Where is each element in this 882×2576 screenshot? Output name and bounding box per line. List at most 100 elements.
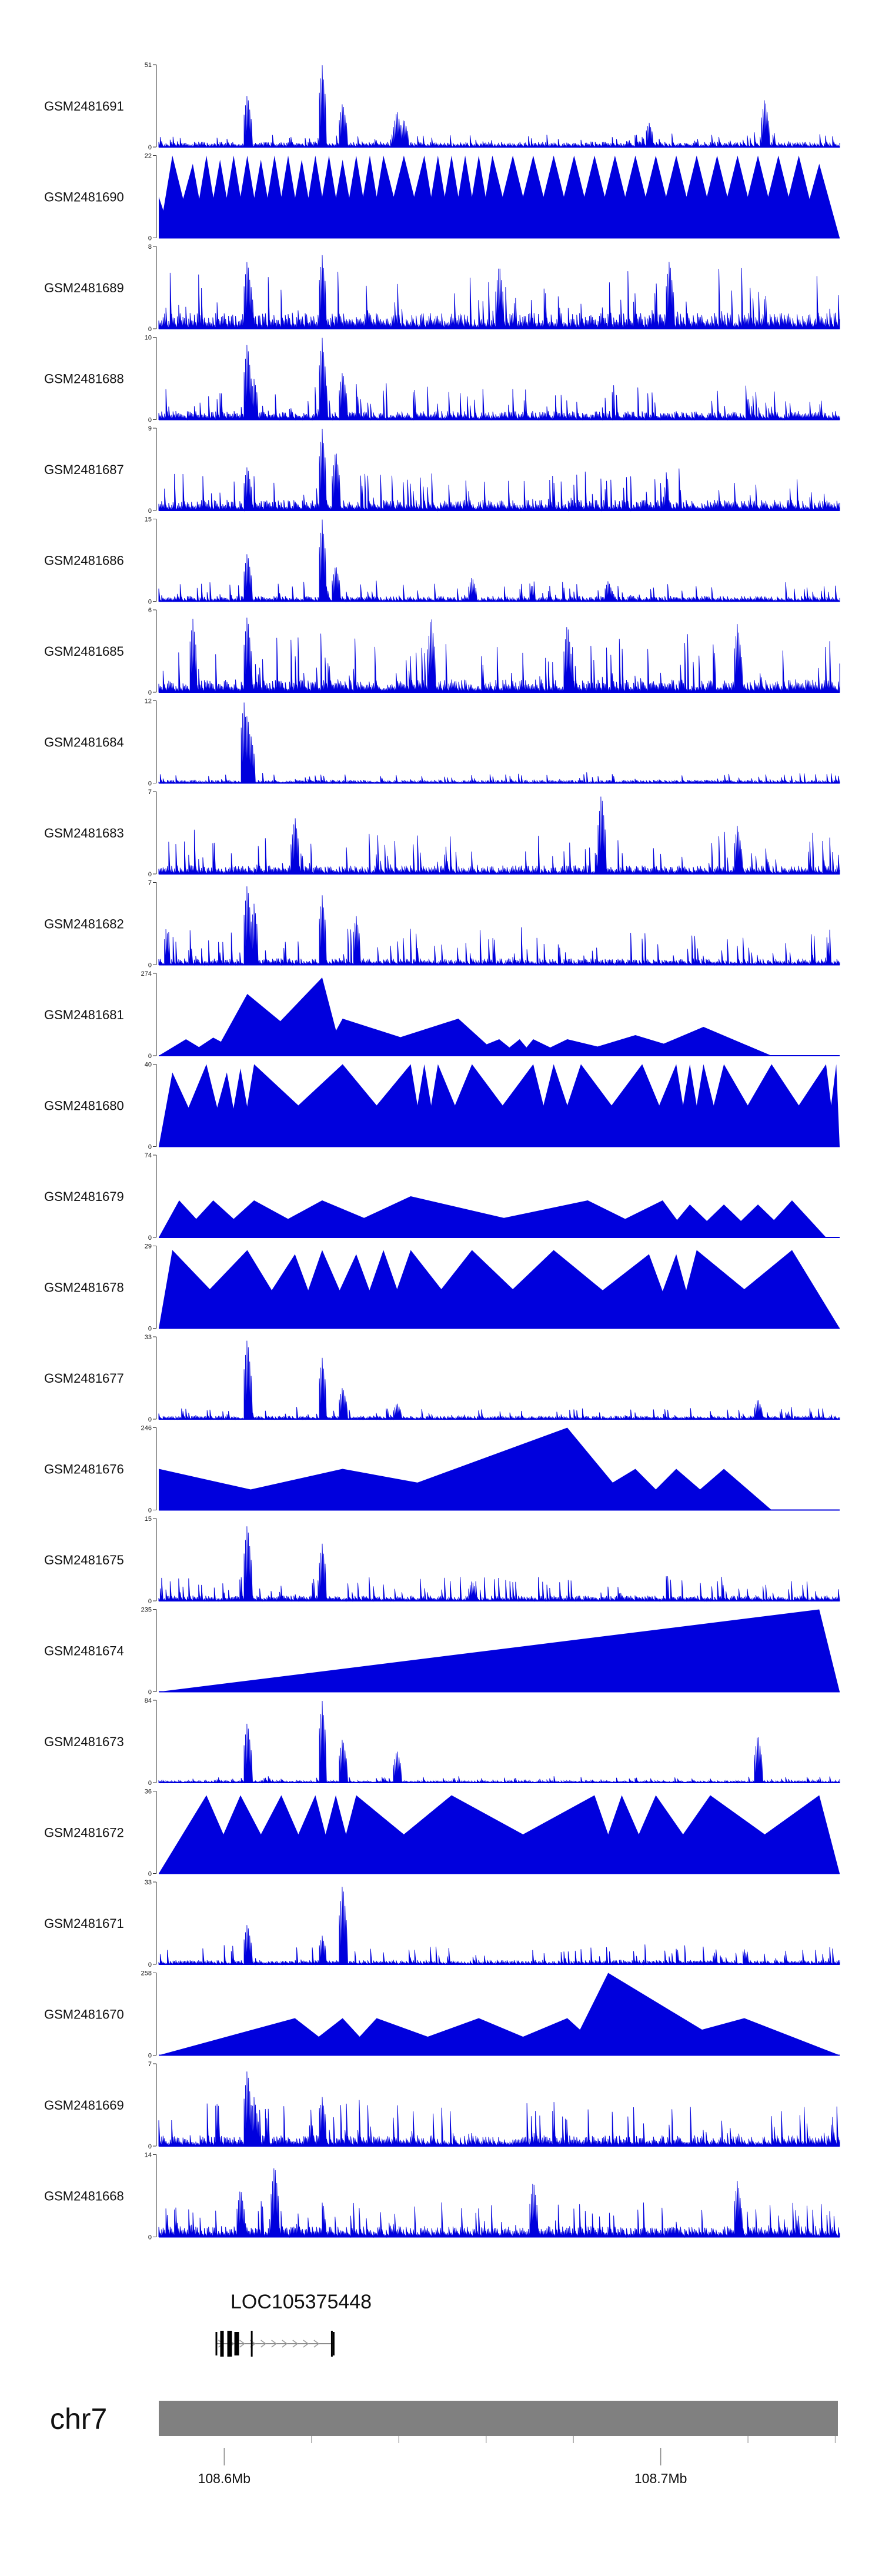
- y-min-label: 0: [148, 1326, 152, 1333]
- track-label: GSM2481679: [44, 1189, 124, 1204]
- track-label: GSM2481670: [44, 2007, 124, 2022]
- track-label: GSM2481687: [44, 462, 124, 477]
- y-min-label: 0: [148, 1144, 152, 1151]
- track-GSM2481687: GSM2481687 9 0: [44, 425, 840, 515]
- signal-area: [158, 2071, 840, 2147]
- track-GSM2481672: GSM2481672 36 0: [44, 1788, 840, 1878]
- y-min-label: 0: [148, 1689, 152, 1696]
- signal-tracks: GSM2481691510GSM2481690220GSM248168980GS…: [44, 62, 840, 2241]
- chromosome-track: chr7: [50, 2401, 838, 2436]
- track-label: GSM2481668: [44, 2189, 124, 2204]
- track-GSM2481675: GSM2481675 15 0: [44, 1516, 840, 1605]
- y-min-label: 0: [148, 1416, 152, 1423]
- signal-area: [158, 255, 840, 329]
- signal-peak: [758, 1200, 826, 1237]
- y-max-label: 8: [148, 243, 152, 251]
- track-GSM2481690: GSM2481690 22 0: [44, 153, 840, 242]
- track-label: GSM2481688: [44, 372, 124, 386]
- strand-arrow: [292, 2340, 299, 2348]
- y-max-label: 84: [145, 1697, 152, 1704]
- strand-arrow: [260, 2340, 266, 2348]
- track-label: GSM2481671: [44, 1916, 124, 1931]
- y-min-label: 0: [148, 1053, 152, 1060]
- signal-peak: [553, 1254, 677, 1329]
- gene-track: LOC105375448: [215, 2291, 372, 2357]
- y-max-label: 33: [145, 1879, 152, 1886]
- track-GSM2481682: GSM2481682 7 0: [44, 880, 840, 969]
- gene-exon: [227, 2331, 232, 2357]
- signal-peak: [826, 1064, 840, 1147]
- signal-area: [158, 65, 840, 148]
- signal-peak: [159, 1609, 840, 1692]
- signal-peak: [696, 1250, 840, 1329]
- signal-area: [158, 1886, 840, 1966]
- signal-peak: [342, 1064, 425, 1147]
- gene-exon: [330, 2331, 333, 2357]
- y-min-label: 0: [148, 1234, 152, 1242]
- track-label: GSM2481684: [44, 735, 124, 750]
- y-min-label: 0: [148, 1871, 152, 1878]
- y-max-label: 40: [145, 1062, 152, 1069]
- y-max-label: 15: [145, 516, 152, 523]
- strand-arrow: [271, 2340, 277, 2348]
- signal-peak: [247, 977, 343, 1056]
- y-min-label: 0: [148, 962, 152, 969]
- track-label: GSM2481682: [44, 917, 124, 932]
- track-GSM2481676: GSM2481676 246 0: [44, 1425, 840, 1514]
- y-min-label: 0: [148, 689, 152, 696]
- signal-area: [158, 1526, 840, 1602]
- track-label: GSM2481681: [44, 1007, 124, 1022]
- signal-area: [158, 428, 840, 512]
- signal-peak: [771, 1064, 837, 1147]
- y-max-label: 15: [145, 1516, 152, 1523]
- y-min-label: 0: [148, 417, 152, 424]
- signal-area: [158, 338, 840, 421]
- track-GSM2481679: GSM2481679 74 0: [44, 1152, 840, 1242]
- track-GSM2481681: GSM2481681 274 0: [44, 970, 840, 1060]
- y-min-label: 0: [148, 599, 152, 606]
- strand-arrow: [282, 2340, 288, 2348]
- y-max-label: 274: [141, 970, 152, 977]
- y-min-label: 0: [148, 1507, 152, 1514]
- y-max-label: 235: [141, 1607, 152, 1614]
- y-min-label: 0: [148, 326, 152, 333]
- track-GSM2481669: GSM2481669 7 0: [44, 2061, 840, 2150]
- track-GSM2481673: GSM2481673 84 0: [44, 1697, 840, 1787]
- signal-area: [158, 519, 840, 603]
- y-max-label: 74: [145, 1152, 152, 1159]
- signal-peak: [342, 1019, 499, 1056]
- track-label: GSM2481673: [44, 1734, 124, 1749]
- track-GSM2481688: GSM2481688 10 0: [44, 335, 840, 424]
- track-label: GSM2481680: [44, 1099, 124, 1113]
- y-min-label: 0: [148, 780, 152, 788]
- y-max-label: 10: [145, 335, 152, 342]
- track-GSM2481670: GSM2481670 258 0: [44, 1970, 840, 2060]
- track-GSM2481685: GSM2481685 6 0: [44, 607, 840, 696]
- y-min-label: 0: [148, 1598, 152, 1605]
- track-label: GSM2481672: [44, 1826, 124, 1840]
- strand-arrow: [303, 2340, 309, 2348]
- gene-exon: [220, 2331, 224, 2357]
- signal-area: [158, 1340, 840, 1420]
- strand-arrow: [239, 2340, 245, 2348]
- signal-area: [158, 796, 840, 875]
- track-label: GSM2481691: [44, 99, 124, 114]
- gene-label: LOC105375448: [230, 2291, 372, 2313]
- track-label: GSM2481683: [44, 826, 124, 840]
- y-min-label: 0: [148, 871, 152, 878]
- track-GSM2481691: GSM2481691 51 0: [44, 62, 840, 151]
- gene-exon: [332, 2332, 335, 2355]
- y-min-label: 0: [148, 508, 152, 515]
- track-GSM2481671: GSM2481671 33 0: [44, 1879, 840, 1968]
- y-max-label: 51: [145, 62, 152, 69]
- signal-area: [158, 702, 840, 785]
- y-max-label: 29: [145, 1243, 152, 1250]
- track-GSM2481678: GSM2481678 29 0: [44, 1243, 840, 1333]
- track-label: GSM2481685: [44, 644, 124, 659]
- signal-peak: [676, 1469, 772, 1510]
- track-label: GSM2481674: [44, 1644, 124, 1659]
- gene-exon: [234, 2332, 239, 2355]
- signal-peak: [342, 1427, 636, 1510]
- signal-peak: [710, 1795, 840, 1874]
- track-GSM2481680: GSM2481680 40 0: [44, 1062, 840, 1151]
